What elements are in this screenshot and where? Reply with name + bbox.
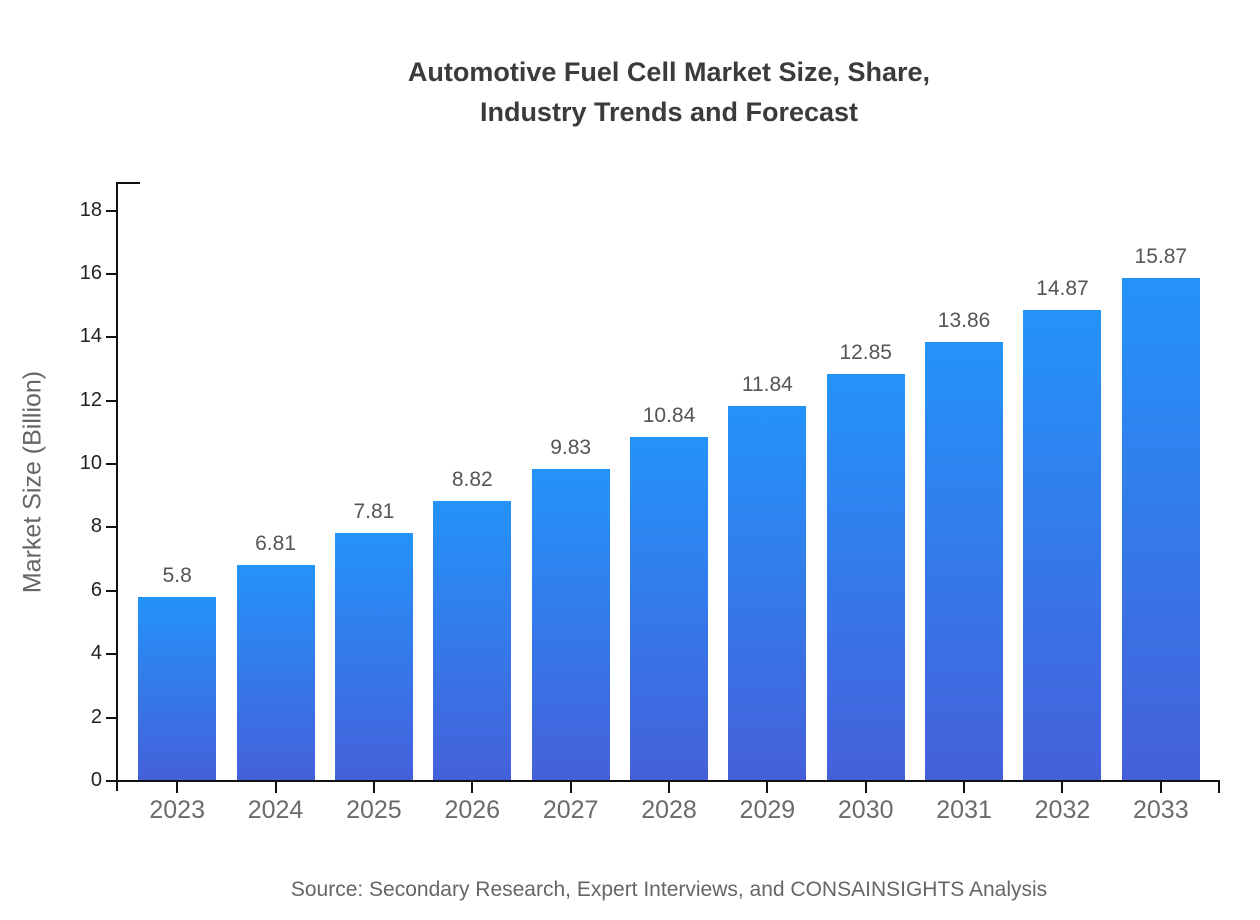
x-axis-tick-label: 2033 bbox=[1133, 796, 1189, 824]
y-axis-tick bbox=[106, 336, 118, 339]
bar-2028 bbox=[630, 437, 708, 781]
bar-value-label: 7.81 bbox=[353, 500, 395, 524]
x-axis-tick-label: 2030 bbox=[837, 796, 894, 824]
y-axis-tick bbox=[106, 463, 118, 466]
bar-2023 bbox=[138, 597, 217, 781]
chart-title: Automotive Fuel Cell Market Size, Share,… bbox=[407, 57, 931, 127]
x-axis-tick bbox=[471, 781, 474, 793]
x-axis-tick-label: 2025 bbox=[346, 796, 402, 824]
y-axis-tick-label: 14 bbox=[79, 325, 102, 348]
x-axis-tick-label: 2026 bbox=[444, 796, 501, 824]
y-axis-tick-label: 0 bbox=[90, 769, 102, 791]
y-axis-tick-label: 16 bbox=[79, 261, 102, 284]
bar-2026 bbox=[433, 501, 512, 781]
y-axis-tick bbox=[106, 716, 118, 719]
x-axis-tick-label: 2029 bbox=[739, 796, 796, 824]
bar-value-label: 5.8 bbox=[162, 564, 192, 588]
bar-2027 bbox=[531, 469, 610, 781]
bar-value-label: 15.87 bbox=[1134, 245, 1188, 269]
x-axis-tick bbox=[372, 781, 375, 793]
x-axis-tick bbox=[963, 781, 966, 793]
y-axis-tick bbox=[106, 653, 118, 656]
x-axis-end-cap bbox=[1218, 780, 1220, 793]
y-axis-tick bbox=[106, 399, 118, 402]
x-axis-tick bbox=[274, 781, 277, 793]
y-axis-tick bbox=[106, 209, 118, 212]
x-axis-tick-label: 2027 bbox=[542, 796, 599, 824]
x-axis-tick-label: 2028 bbox=[641, 796, 697, 824]
y-axis-tick-label: 18 bbox=[79, 198, 102, 221]
x-axis-tick bbox=[1061, 781, 1064, 793]
y-axis-line bbox=[116, 182, 118, 791]
bar-value-label: 6.81 bbox=[255, 532, 296, 556]
bar-value-label: 11.84 bbox=[741, 372, 793, 396]
bar-2030 bbox=[826, 373, 905, 781]
x-axis-tick-label: 2031 bbox=[936, 796, 992, 824]
y-axis-tick-label: 2 bbox=[90, 705, 102, 728]
bar-2024 bbox=[236, 565, 315, 781]
y-axis-tick bbox=[106, 526, 118, 529]
x-axis-tick bbox=[176, 781, 179, 793]
x-axis-tick bbox=[766, 781, 769, 793]
bar-2032 bbox=[1023, 309, 1102, 781]
x-axis-tick-label: 2023 bbox=[149, 796, 205, 824]
bar-value-label: 8.82 bbox=[451, 468, 493, 492]
y-axis-top-cap bbox=[116, 182, 140, 184]
x-axis-tick bbox=[1159, 781, 1162, 793]
x-axis-tick bbox=[668, 781, 670, 793]
source-note: Source: Secondary Research, Expert Inter… bbox=[290, 878, 1048, 901]
y-axis-tick-label: 8 bbox=[90, 515, 102, 538]
y-axis-tick-label: 4 bbox=[90, 642, 102, 665]
y-axis-tick-label: 12 bbox=[79, 388, 102, 411]
bar-2029 bbox=[728, 405, 807, 781]
bar-value-label: 12.85 bbox=[839, 340, 892, 364]
bar-2033 bbox=[1121, 278, 1200, 781]
y-axis-tick-label: 6 bbox=[90, 578, 102, 601]
x-axis-tick-label: 2024 bbox=[247, 796, 304, 824]
x-axis-line bbox=[106, 780, 1220, 782]
bar-value-label: 10.84 bbox=[642, 404, 696, 428]
bar-value-label: 9.83 bbox=[550, 436, 592, 460]
x-axis-tick bbox=[569, 781, 572, 793]
bar-2031 bbox=[925, 341, 1004, 781]
x-axis-tick bbox=[864, 781, 867, 793]
bar-value-label: 14.87 bbox=[1036, 276, 1089, 300]
y-axis-tick-label: 10 bbox=[79, 452, 102, 475]
y-axis-tick bbox=[106, 272, 118, 275]
x-axis-tick-label: 2032 bbox=[1034, 796, 1091, 824]
bar-value-label: 13.86 bbox=[937, 308, 991, 332]
bar-2025 bbox=[334, 533, 413, 781]
y-axis-tick bbox=[106, 589, 118, 592]
